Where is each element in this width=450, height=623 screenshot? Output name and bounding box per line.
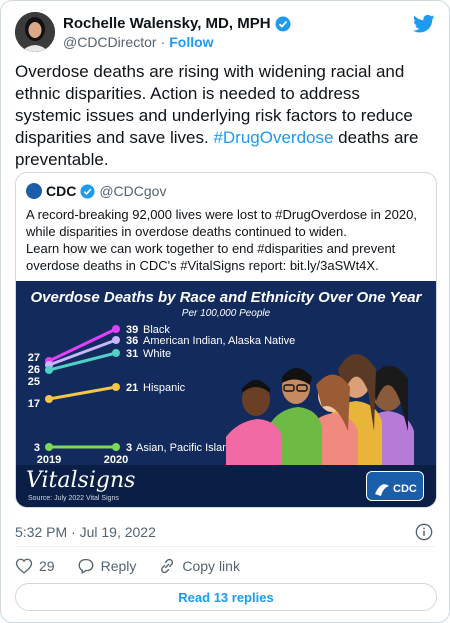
svg-text:Hispanic: Hispanic [143, 382, 186, 394]
author-name-row: Rochelle Walensky, MD, MPH [63, 15, 291, 32]
link-icon [161, 558, 174, 574]
people-illustration [226, 354, 414, 465]
series-label-black: 39 [126, 324, 138, 336]
svg-text:White: White [143, 348, 171, 360]
x-label-2020: 2020 [104, 454, 128, 465]
reply-icon [78, 558, 94, 574]
infographic-chart: 27 26 25 17 3 39 Black 36 American India… [28, 324, 414, 465]
reply-button[interactable]: Reply [77, 557, 137, 575]
read-replies-button[interactable]: Read 13 replies [15, 583, 437, 611]
infographic-image[interactable]: Overdose Deaths by Race and Ethnicity Ov… [16, 281, 436, 507]
verified-icon [275, 16, 291, 31]
copy-link-button[interactable]: Copy link [158, 557, 240, 575]
tick-label: 25 [28, 376, 40, 388]
series-label-hispanic: 21 [126, 382, 138, 394]
avatar-image [15, 12, 55, 52]
timestamp[interactable]: 5:32 PM · Jul 19, 2022 [15, 524, 156, 540]
tick-label: 3 [34, 442, 40, 454]
author-handle-row: @CDCDirector · Follow [63, 34, 214, 50]
tweet-text-end: deaths are preventable. [15, 128, 419, 169]
like-count: 29 [39, 558, 55, 574]
svg-text:CDC: CDC [393, 483, 417, 495]
twitter-bird-icon[interactable] [413, 14, 435, 34]
source-note: Source: July 2022 Vital Signs [28, 495, 119, 502]
cdc-badge: CDC [366, 471, 424, 501]
tweet-text-start: Overdose deaths are rising with widening… [15, 62, 413, 147]
author-name[interactable]: Rochelle Walensky, MD, MPH [63, 15, 271, 32]
separator-dot: · [160, 34, 166, 50]
action-bar: 29 Reply Copy link [15, 557, 240, 575]
copy-link-label: Copy link [182, 558, 240, 574]
x-label-2019: 2019 [37, 454, 61, 465]
verified-icon [80, 183, 95, 199]
svg-text:Black: Black [143, 324, 170, 336]
series-label-aian: 36 [126, 335, 138, 347]
quoted-author-handle[interactable]: @CDCgov [99, 183, 167, 199]
heart-icon [15, 558, 33, 574]
tick-label: 26 [28, 364, 40, 376]
vital-signs-logo: Vitalsigns [26, 468, 136, 493]
svg-text:Asian, Pacific Islander: Asian, Pacific Islander [136, 442, 245, 454]
tick-label: 27 [28, 352, 40, 364]
reply-label: Reply [100, 558, 137, 574]
follow-button[interactable]: Follow [169, 34, 214, 50]
tweet-text: Overdose deaths are rising with widening… [15, 61, 435, 171]
tweet-header: Rochelle Walensky, MD, MPH @CDCDirector … [15, 12, 435, 52]
quoted-tweet[interactable]: CDC @CDCgov A record-breaking 92,000 liv… [15, 172, 437, 508]
cdc-avatar[interactable] [26, 183, 42, 199]
series-label-asian: 3 [126, 442, 132, 454]
tick-label: 17 [28, 398, 40, 410]
hhs-eagle-icon: CDC [375, 483, 417, 496]
series-label-white: 31 [126, 348, 138, 360]
divider [15, 546, 435, 547]
quoted-tweet-text: A record-breaking 92,000 lives were lost… [26, 207, 417, 273]
hashtag-link[interactable]: #DrugOverdose [213, 128, 334, 147]
vital-signs-banner: Vitalsigns Source: July 2022 Vital Signs… [16, 465, 436, 507]
quoted-author-name[interactable]: CDC [46, 183, 77, 199]
infographic-subtitle: Per 100,000 People [181, 308, 271, 319]
author-handle[interactable]: @CDCDirector [63, 34, 157, 50]
svg-text:American Indian, Alaska Native: American Indian, Alaska Native [143, 335, 295, 347]
info-icon[interactable] [415, 523, 433, 541]
quoted-tweet-header: CDC @CDCgov [26, 183, 166, 199]
like-button[interactable]: 29 [15, 557, 55, 575]
infographic-title: Overdose Deaths by Race and Ethnicity Ov… [30, 289, 422, 306]
avatar[interactable] [15, 12, 55, 52]
